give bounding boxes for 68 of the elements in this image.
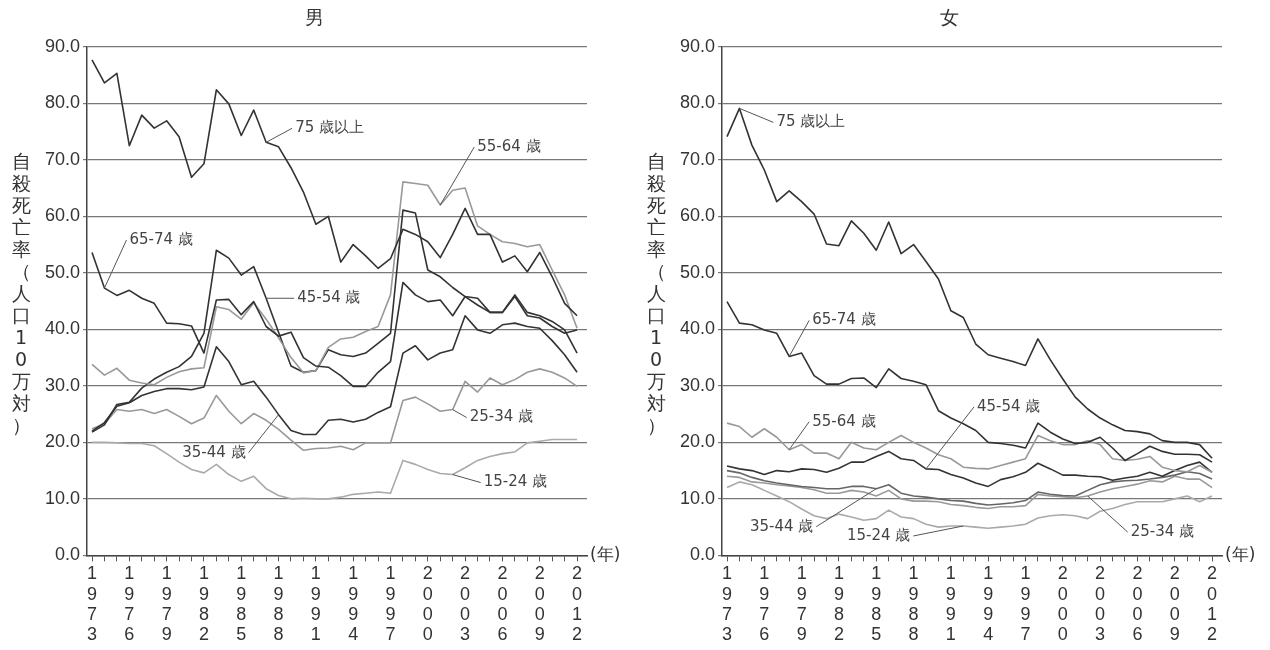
x-tick-label: 1 9 8 8 [908,563,919,644]
y-tick-label: 0.0 [690,544,716,565]
series-label: 35-44 歳 [749,516,814,535]
y-tick-label: 20.0 [679,431,716,452]
x-axis-title: (年) [1225,543,1256,564]
y-tick-label: 30.0 [679,374,716,395]
y-tick-label: 90.0 [679,35,716,56]
y-tick-label: 30.0 [44,374,81,395]
y-tick-label: 60.0 [679,205,716,226]
x-tick-label: 1 9 7 9 [161,563,172,644]
text: 55-64 歳 [477,136,541,155]
y-tick-label: 0.0 [55,544,81,565]
series-label: 65-74 歳 [812,310,876,329]
text: 45-54 歳 [977,396,1041,415]
x-tick-label: 2 0 0 6 [1132,563,1143,644]
series-label: 55-64 歳 [812,411,876,430]
y-tick-label: 80.0 [44,92,81,113]
x-tick-label: 2 0 1 2 [1207,563,1218,644]
series-label: 45-54 歳 [297,288,361,307]
y-tick-label: 80.0 [679,92,716,113]
series-label: 75 歳以上 [776,112,846,131]
x-tick-label: 1 9 7 6 [759,563,770,644]
text: 自殺死亡率（人口10万対） [646,150,666,436]
x-tick-label: 1 9 9 7 [385,563,396,644]
y-tick-label: 10.0 [44,487,81,508]
x-tick-label: 1 9 8 2 [198,563,209,644]
y-tick-label: 40.0 [44,318,81,339]
x-tick-label: 1 9 8 5 [871,563,882,644]
x-tick-label: 2 0 0 6 [497,563,508,644]
x-tick-label: 2 0 0 3 [1095,563,1106,644]
x-axis-title: (年) [590,543,621,564]
series-label: 25-34 歳 [469,407,534,426]
series-label: 75 歳以上 [295,118,364,137]
x-tick-label: 1 9 7 3 [87,563,98,644]
text: 35-44 歳 [182,442,246,461]
series-label: 15-24 歳 [483,472,548,491]
x-tick-label: 1 9 9 4 [983,563,994,644]
x-tick-label: 1 9 7 3 [722,563,733,644]
text: 65-74 歳 [129,229,193,248]
x-tick-label: 2 0 1 2 [572,563,583,644]
x-tick-label: 1 9 7 9 [796,563,807,644]
x-tick-label: 2 0 0 0 [422,563,433,644]
text: 25-34 歳 [1130,521,1195,540]
x-tick-label: 2 0 0 9 [534,563,545,644]
y-tick-label: 50.0 [679,261,716,282]
y-tick-label: 20.0 [44,431,81,452]
x-tick-label: 1 9 7 6 [124,563,135,644]
x-tick-label: 2 0 0 0 [1057,563,1068,644]
y-tick-label: 10.0 [679,487,716,508]
x-tick-label: 1 9 8 8 [273,563,284,644]
x-tick-label: 2 0 0 3 [460,563,471,644]
x-tick-label: 1 9 9 1 [945,563,956,644]
text: 自殺死亡率（人口10万対） [11,150,31,436]
series-label: 15-24 歳 [846,525,911,544]
x-tick-label: 1 9 8 2 [833,563,844,644]
chart-title: 女 [940,6,959,29]
y-tick-label: 70.0 [679,148,716,169]
y-tick-label: 90.0 [44,35,81,56]
x-tick-label: 1 9 8 5 [236,563,247,644]
y-tick-label: 60.0 [44,205,81,226]
x-tick-label: 1 9 9 4 [348,563,359,644]
x-tick-label: 1 9 9 7 [1020,563,1031,644]
y-tick-label: 40.0 [679,318,716,339]
chart-title: 男 [305,6,324,29]
x-tick-label: 1 9 9 1 [310,563,321,644]
x-tick-label: 2 0 0 9 [1169,563,1180,644]
y-tick-label: 70.0 [44,148,81,169]
y-tick-label: 50.0 [44,261,81,282]
